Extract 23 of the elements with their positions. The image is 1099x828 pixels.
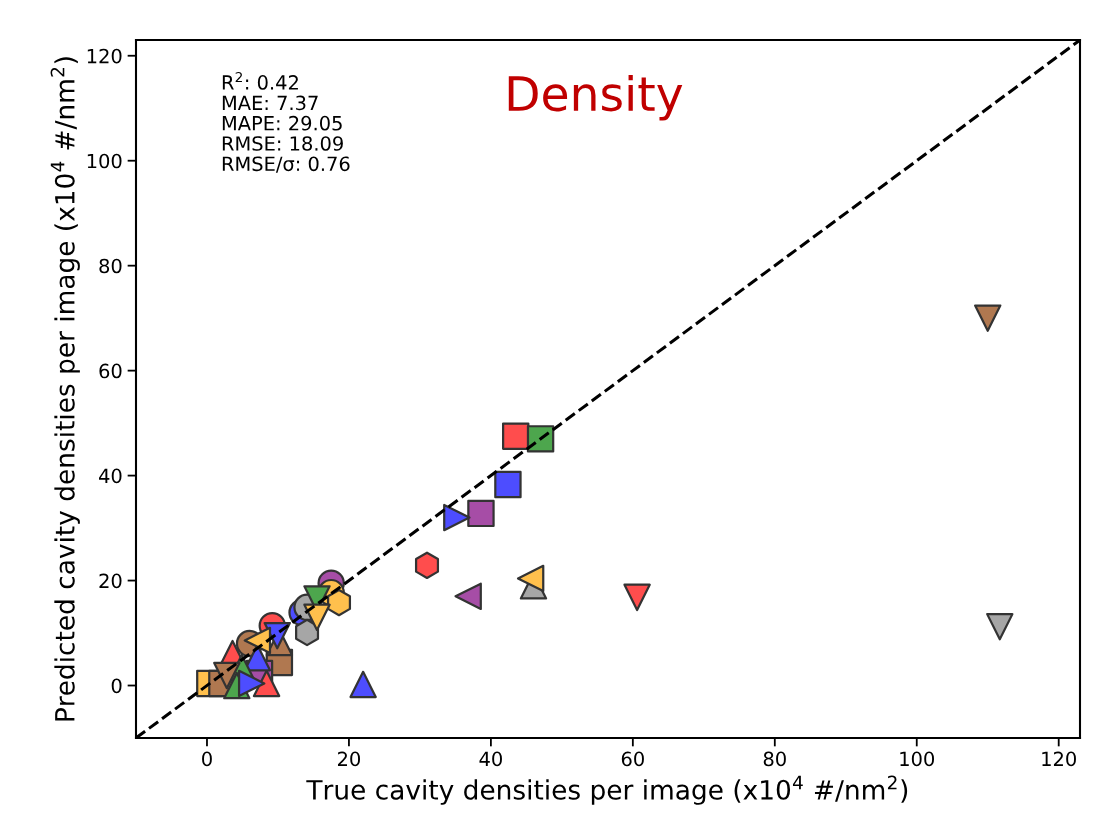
y-tick-label: 40	[99, 468, 122, 484]
x-tick-label: 40	[479, 751, 502, 767]
y-tick-label: 60	[99, 363, 122, 379]
x-tick-label: 120	[1042, 751, 1076, 767]
x-tick-label: 60	[621, 751, 644, 767]
x-tick-label: 80	[763, 751, 786, 767]
point	[516, 564, 545, 593]
annotation: R$^{2}$: 0.42 MAE: 7.37 MAPE: 29.05 RMSE: 18.09 RMSE/σ: 0.76	[222, 71, 350, 173]
x-tick-label: 0	[202, 751, 212, 767]
text: Density	[508, 74, 683, 121]
y-tick-label: 80	[99, 258, 122, 274]
y-tick-label: 100	[87, 153, 122, 169]
x-tick-label: 20	[337, 751, 361, 767]
y-tick-label: 20	[99, 573, 122, 589]
point	[243, 626, 272, 655]
x-tick-label: 100	[900, 751, 935, 767]
y-tick-label: 0	[111, 678, 122, 694]
y-axis-title: Predicted cavity densities per image (x10$^{4}$ #/nm$^{2}$)	[50, 57, 80, 721]
point	[443, 503, 471, 532]
y-tick-label: 120	[87, 48, 122, 64]
point	[974, 304, 1002, 332]
x-axis-title: True cavity densities per image (x10$^{4}$ #/nm$^{2}$)	[306, 775, 908, 805]
point	[237, 669, 266, 698]
